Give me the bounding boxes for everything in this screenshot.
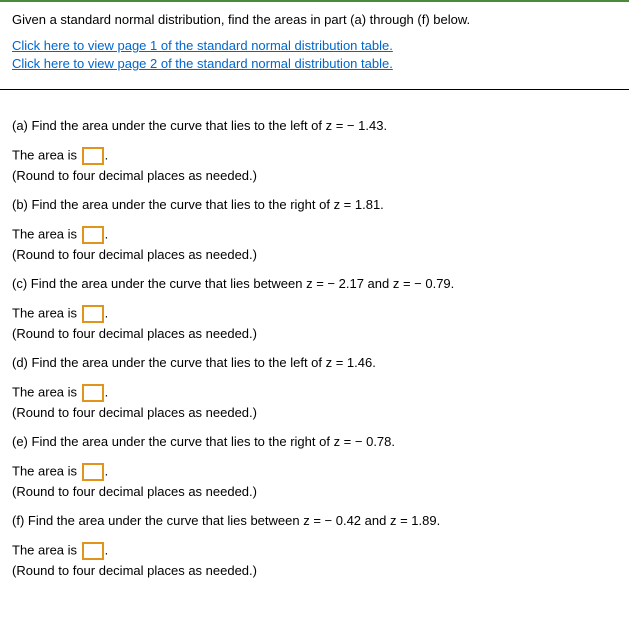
part-d-input[interactable] [82,384,104,402]
question-list: (a) Find the area under the curve that l… [0,90,629,600]
area-label: The area is [12,543,77,558]
intro-text: Given a standard normal distribution, fi… [12,12,617,27]
part-e-prompt: (e) Find the area under the curve that l… [12,434,617,449]
period: . [105,464,109,479]
part-d-hint: (Round to four decimal places as needed.… [12,405,617,420]
part-e-input[interactable] [82,463,104,481]
part-a-input[interactable] [82,147,104,165]
area-label: The area is [12,306,77,321]
period: . [105,306,109,321]
problem-header: Given a standard normal distribution, fi… [0,0,629,81]
part-e-answer-line: The area is . [12,463,617,481]
part-f: (f) Find the area under the curve that l… [12,513,617,578]
part-f-input[interactable] [82,542,104,560]
area-label: The area is [12,227,77,242]
period: . [105,543,109,558]
period: . [105,148,109,163]
part-d: (d) Find the area under the curve that l… [12,355,617,420]
part-b-input[interactable] [82,226,104,244]
part-a-answer-line: The area is . [12,147,617,165]
part-c-answer-line: The area is . [12,305,617,323]
part-f-hint: (Round to four decimal places as needed.… [12,563,617,578]
part-a: (a) Find the area under the curve that l… [12,118,617,183]
period: . [105,385,109,400]
period: . [105,227,109,242]
area-label: The area is [12,464,77,479]
part-d-prompt: (d) Find the area under the curve that l… [12,355,617,370]
part-c: (c) Find the area under the curve that l… [12,276,617,341]
part-c-input[interactable] [82,305,104,323]
part-a-prompt: (a) Find the area under the curve that l… [12,118,617,133]
part-c-hint: (Round to four decimal places as needed.… [12,326,617,341]
part-c-prompt: (c) Find the area under the curve that l… [12,276,617,291]
part-f-prompt: (f) Find the area under the curve that l… [12,513,617,528]
area-label: The area is [12,148,77,163]
part-d-answer-line: The area is . [12,384,617,402]
part-e: (e) Find the area under the curve that l… [12,434,617,499]
table-link-page2[interactable]: Click here to view page 2 of the standar… [12,55,617,73]
part-b-hint: (Round to four decimal places as needed.… [12,247,617,262]
part-b-answer-line: The area is . [12,226,617,244]
part-a-hint: (Round to four decimal places as needed.… [12,168,617,183]
part-b-prompt: (b) Find the area under the curve that l… [12,197,617,212]
area-label: The area is [12,385,77,400]
part-e-hint: (Round to four decimal places as needed.… [12,484,617,499]
table-link-page1[interactable]: Click here to view page 1 of the standar… [12,37,617,55]
part-f-answer-line: The area is . [12,542,617,560]
part-b: (b) Find the area under the curve that l… [12,197,617,262]
